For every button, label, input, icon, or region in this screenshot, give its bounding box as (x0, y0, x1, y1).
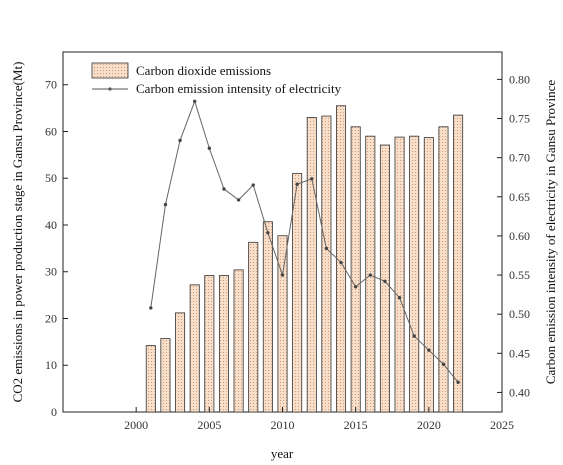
intensity-point-2005 (207, 146, 212, 150)
yl-tick-label-40: 40 (45, 218, 57, 232)
bar-series (145, 105, 464, 413)
x-tick-label-2005: 2005 (197, 418, 221, 432)
bar-2002 (160, 338, 171, 413)
yr-tick-label-0.50: 0.50 (509, 307, 530, 321)
bar-2015 (350, 126, 361, 413)
intensity-point-2002 (163, 202, 168, 207)
bar-2004 (189, 284, 200, 413)
x-tick-label-2010: 2010 (271, 418, 295, 432)
bar-2022 (453, 114, 464, 413)
y-axis-right-title: Carbon emission intensity of electricity… (543, 80, 558, 385)
intensity-point-2003 (178, 138, 182, 143)
intensity-point-2019 (412, 334, 416, 338)
yr-tick-label-0.45: 0.45 (509, 346, 530, 360)
yr-tick-label-0.65: 0.65 (509, 190, 530, 204)
bar-2003 (175, 312, 186, 413)
bar-2012 (306, 117, 317, 413)
intensity-point-2010 (280, 273, 285, 277)
intensity-line (150, 99, 459, 383)
intensity-point-2022 (456, 380, 460, 384)
bar-2018 (394, 136, 405, 413)
bar-2009 (262, 221, 273, 413)
legend-label-intensity: Carbon emission intensity of electricity (136, 81, 342, 96)
intensity-point-2016 (368, 273, 372, 277)
intensity-point-2020 (427, 348, 431, 352)
intensity-point-2012 (310, 177, 314, 181)
line-series (149, 99, 460, 384)
x-axis-title: year (271, 446, 294, 461)
intensity-point-2001 (149, 306, 153, 310)
legend-label-emissions: Carbon dioxide emissions (136, 63, 271, 78)
yr-tick-label-0.40: 0.40 (509, 385, 530, 399)
x-tick-label-2020: 2020 (417, 418, 441, 432)
bar-2014 (336, 105, 347, 413)
intensity-point-2009 (266, 231, 270, 235)
intensity-point-2007 (236, 198, 241, 202)
bar-2013 (321, 115, 332, 413)
bar-2007 (233, 269, 244, 413)
intensity-point-2011 (295, 182, 299, 186)
intensity-point-2004 (193, 99, 197, 104)
yl-tick-label-0: 0 (51, 405, 57, 419)
bar-2020 (423, 137, 434, 413)
bar-2010 (277, 235, 288, 413)
yr-tick-label-0.60: 0.60 (509, 229, 530, 243)
bar-2006 (218, 275, 229, 413)
yr-tick-label-0.70: 0.70 (509, 151, 530, 165)
x-tick-label-2015: 2015 (344, 418, 368, 432)
yr-tick-label-0.80: 0.80 (509, 72, 530, 86)
intensity-point-2013 (324, 246, 329, 251)
y-axis-left-title: CO2 emissions in power production stage … (10, 62, 25, 403)
intensity-point-2014 (339, 260, 343, 265)
axes: 2000 2005 2010 2015 2020 2025 0 10 20 30 40 50 60 70 0… (45, 72, 530, 432)
intensity-point-2015 (353, 285, 358, 289)
intensity-point-2021 (441, 362, 446, 366)
yl-tick-label-20: 20 (45, 311, 57, 325)
x-tick-label-2025: 2025 (490, 418, 514, 432)
bar-2017 (379, 144, 390, 413)
yr-tick-label-0.75: 0.75 (509, 112, 530, 126)
yl-tick-label-60: 60 (45, 124, 57, 138)
bar-2019 (409, 135, 420, 413)
intensity-point-2006 (222, 187, 226, 191)
legend-marker-intensity (108, 87, 112, 91)
intensity-point-2008 (251, 183, 255, 187)
yr-tick-label-0.55: 0.55 (509, 268, 530, 282)
bar-2001 (145, 345, 156, 413)
yl-tick-label-10: 10 (45, 358, 57, 372)
x-tick-label-2000: 2000 (124, 418, 148, 432)
bar-2021 (438, 126, 449, 413)
bar-2005 (204, 275, 215, 413)
yl-tick-label-50: 50 (45, 171, 57, 185)
bar-2008 (248, 241, 259, 413)
legend-swatch-emissions (91, 62, 129, 79)
legend: Carbon dioxide emissions Carbon emission… (91, 62, 342, 96)
yl-tick-label-70: 70 (45, 78, 57, 92)
bar-2011 (292, 173, 303, 413)
intensity-point-2017 (383, 279, 387, 284)
yl-tick-label-30: 30 (45, 265, 57, 279)
intensity-point-2018 (397, 296, 402, 300)
